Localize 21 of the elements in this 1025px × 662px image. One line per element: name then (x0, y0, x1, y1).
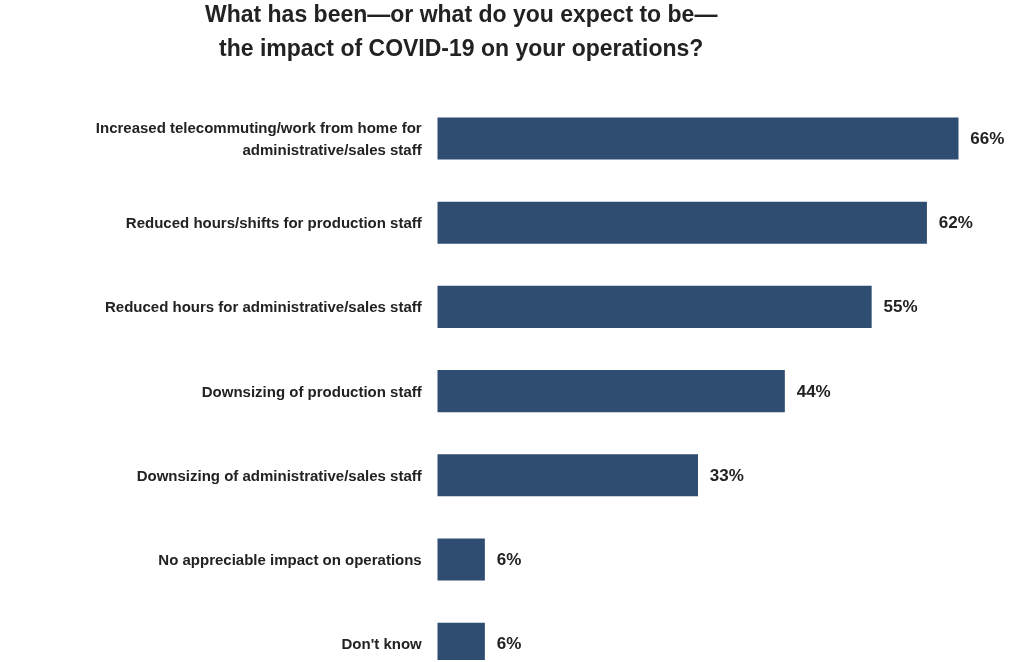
data-label: 62% (938, 213, 973, 233)
data-label: 33% (709, 465, 744, 485)
bar (437, 370, 785, 413)
data-label: 55% (883, 297, 918, 317)
data-label: 6% (496, 634, 522, 654)
y-tick-label: Reduced hours/shifts for production staff (125, 214, 423, 232)
y-tick-label: Reduced hours for administrative/sales staff (104, 298, 423, 316)
bar (437, 285, 872, 328)
chart-title: What has been—or what do you expect to be—the impact of COVID-19 on your operations? (204, 0, 718, 61)
bar (437, 117, 959, 160)
y-tick-label: Downsizing of production staff (201, 382, 423, 400)
y-tick-label: Downsizing of administrative/sales staff (136, 466, 423, 484)
y-tick-label: Don't know (341, 635, 423, 653)
y-tick-label: Increased telecommuting/work from home for administrative/sales staff (95, 118, 423, 159)
bar (437, 454, 698, 497)
data-label: 6% (496, 550, 522, 569)
bar (437, 538, 485, 581)
y-tick-label: No appreciable impact on operations (158, 551, 422, 568)
data-label: 44% (796, 381, 831, 401)
data-label: 66% (970, 129, 1005, 148)
bar (437, 201, 927, 244)
